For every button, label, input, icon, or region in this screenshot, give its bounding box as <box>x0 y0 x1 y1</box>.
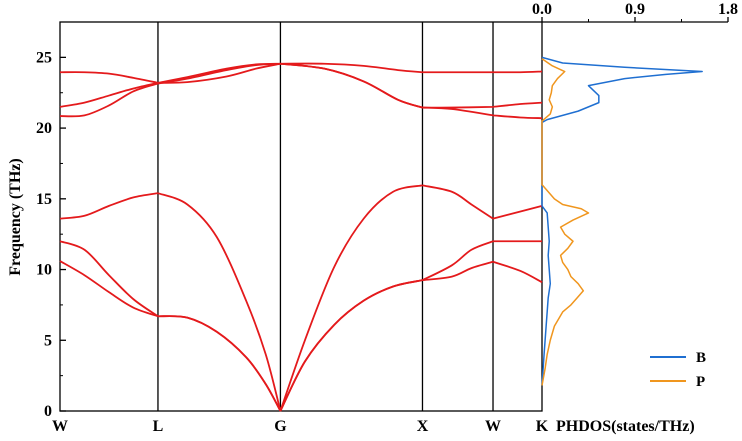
phonon-band-6 <box>59 184 543 412</box>
y-tick-label: 0 <box>44 403 52 420</box>
y-tick-label: 10 <box>36 262 52 279</box>
y-tick-label: 20 <box>36 120 52 137</box>
x-tick-label-w: W <box>485 418 501 435</box>
band-structure-plot: W L G X W K 0 5 10 15 20 25 <box>36 21 549 435</box>
phonon-band-5 <box>59 240 542 412</box>
phdos-x-tick-label: 0.9 <box>625 1 645 18</box>
y-axis-label-group: Frequency (THz) <box>7 158 24 275</box>
y-tick-label: 15 <box>36 191 52 208</box>
y-axis-label: Frequency (THz) <box>7 158 24 275</box>
phdos-x-tick-label: 1.8 <box>718 1 738 18</box>
y-tick-label: 25 <box>36 49 52 66</box>
legend: BP <box>650 350 706 390</box>
phdos-curve-p <box>541 58 590 386</box>
plot-frame <box>59 21 543 412</box>
phdos-curve-b <box>541 56 703 386</box>
legend-label-p: P <box>696 374 705 390</box>
phonon-band-4 <box>59 260 543 412</box>
phdos-x-axis-label: PHDOS(states/THz) <box>556 418 695 435</box>
phdos-plot: PHDOS(states/THz) 0.0 0.9 1.8 <box>532 1 738 435</box>
phonon-band-3 <box>59 62 543 84</box>
x-tick-label-x: X <box>417 418 429 435</box>
x-tick-label-g: G <box>274 418 287 435</box>
phonon-band-2 <box>59 62 543 109</box>
y-tick-label: 5 <box>44 332 52 349</box>
x-tick-label-l: L <box>153 418 164 435</box>
x-tick-label-w: W <box>52 418 68 435</box>
x-tick-label-k: K <box>536 418 549 435</box>
phdos-x-tick-label: 0.0 <box>532 1 552 18</box>
legend-label-b: B <box>696 350 706 366</box>
